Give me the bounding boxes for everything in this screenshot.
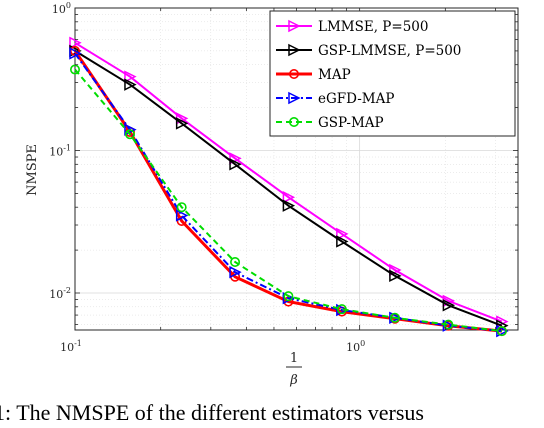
series-line bbox=[74, 50, 503, 327]
y-tick-label: 10-2 bbox=[49, 286, 71, 301]
x-tick-label: 100 bbox=[346, 339, 365, 354]
data-point bbox=[175, 209, 189, 222]
legend-swatch-marker bbox=[288, 69, 299, 80]
data-point bbox=[443, 319, 454, 330]
data-point bbox=[282, 191, 296, 204]
x-axis-label-numerator: 1 bbox=[290, 351, 298, 366]
data-point bbox=[69, 36, 82, 50]
legend-swatch-marker bbox=[288, 91, 301, 105]
legend-entry: LMMSE, P=500 bbox=[276, 19, 428, 35]
data-point bbox=[230, 257, 241, 268]
legend-swatch-marker bbox=[288, 19, 301, 33]
x-axis-label: 1 β bbox=[286, 351, 302, 388]
series-line bbox=[74, 41, 503, 323]
data-point bbox=[70, 64, 81, 75]
figure-caption: 1: The NMSPE of the different estimators… bbox=[0, 400, 424, 425]
x-tick-label: 10-1 bbox=[60, 339, 82, 354]
data-point bbox=[389, 311, 402, 324]
data-point bbox=[336, 227, 349, 241]
legend-label: eGFD-MAP bbox=[318, 91, 394, 107]
legend-label: MAP bbox=[318, 67, 351, 83]
y-axis-label: NMSPE bbox=[25, 144, 40, 196]
x-axis-label-denominator: β bbox=[289, 373, 298, 388]
series-gsp-map bbox=[70, 64, 507, 337]
series-line bbox=[74, 52, 503, 333]
legend-swatch-marker bbox=[288, 117, 299, 128]
y-tick-label: 100 bbox=[52, 1, 71, 16]
data-point bbox=[389, 312, 400, 323]
data-point bbox=[124, 78, 137, 91]
data-point bbox=[229, 265, 242, 279]
tick-layer: 10-1 100 100 10-1 10-2 bbox=[49, 1, 518, 354]
data-point bbox=[283, 291, 294, 302]
legend-label: GSP-MAP bbox=[318, 115, 384, 131]
data-point bbox=[336, 303, 349, 317]
legend-label: GSP-LMMSE, P=500 bbox=[318, 43, 461, 59]
data-point bbox=[175, 117, 189, 130]
data-point bbox=[282, 199, 296, 212]
data-point bbox=[442, 299, 456, 312]
data-point bbox=[336, 304, 347, 315]
legend-entry: MAP bbox=[276, 67, 351, 83]
data-point bbox=[336, 235, 349, 248]
data-point bbox=[389, 269, 402, 283]
legend-label: LMMSE, P=500 bbox=[318, 19, 428, 35]
data-point bbox=[124, 123, 137, 136]
data-point bbox=[124, 129, 135, 140]
series-line bbox=[74, 68, 503, 333]
legend-entry: GSP-LMMSE, P=500 bbox=[276, 43, 461, 59]
data-point bbox=[176, 202, 187, 213]
legend-entry: GSP-MAP bbox=[276, 115, 384, 131]
data-point bbox=[496, 326, 507, 337]
legend-entries: LMMSE, P=500 GSP-LMMSE, P=500 MAP eGFD-MAP G… bbox=[276, 19, 461, 131]
legend: LMMSE, P=500 GSP-LMMSE, P=500 MAP eGFD-MAP G… bbox=[269, 10, 516, 137]
data-point bbox=[229, 152, 242, 165]
y-tick-label: 10-1 bbox=[49, 144, 71, 159]
data-point bbox=[124, 70, 137, 83]
legend-entry: eGFD-MAP bbox=[276, 91, 394, 107]
series-layer bbox=[69, 36, 509, 338]
legend-swatch-marker bbox=[288, 43, 301, 57]
data-point bbox=[229, 158, 242, 171]
